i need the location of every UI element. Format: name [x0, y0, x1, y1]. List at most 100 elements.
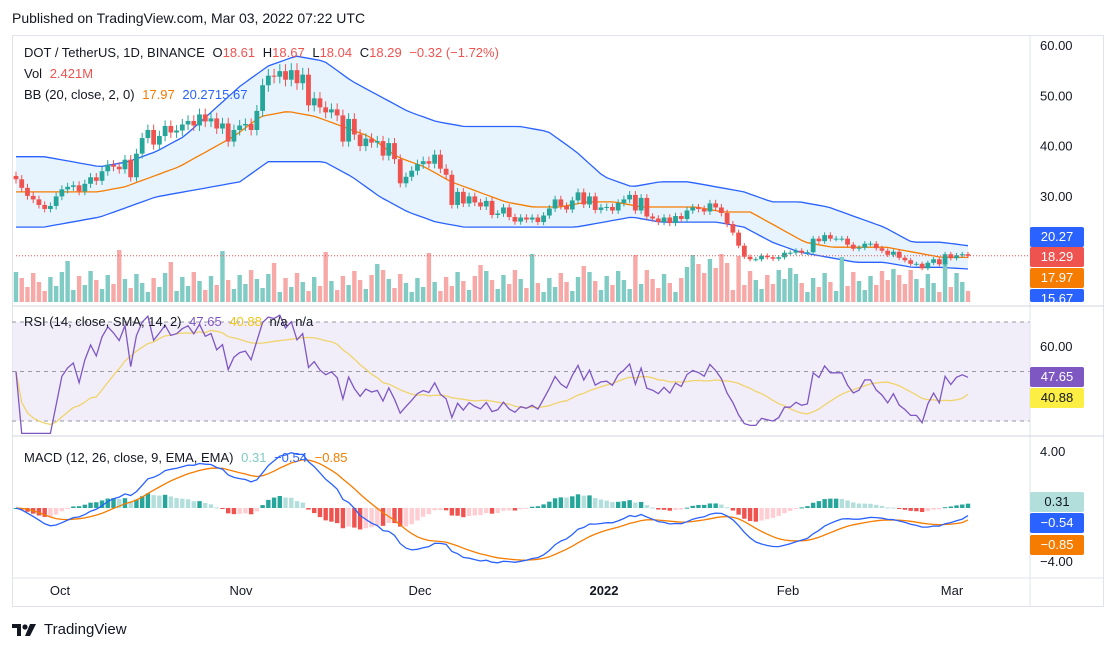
macd-histogram-bar — [65, 508, 70, 509]
candle-body — [524, 217, 529, 220]
macd-signal-value: −0.85 — [314, 450, 348, 465]
volume-bar — [409, 292, 414, 302]
volume-bar — [105, 275, 110, 302]
macd-legend[interactable]: MACD (12, 26, close, 9, EMA, EMA) 0.31 −… — [24, 450, 352, 465]
macd-histogram-bar — [346, 508, 351, 527]
macd-histogram-bar — [879, 505, 885, 508]
macd-histogram-bar — [736, 508, 741, 515]
macd-histogram-bar — [587, 495, 592, 508]
volume-bar — [426, 253, 432, 302]
macd-histogram-bar — [805, 506, 810, 508]
candle-body — [822, 235, 828, 242]
macd-histogram-bar — [765, 508, 770, 520]
candle-body — [632, 194, 638, 211]
candle-body — [931, 259, 936, 263]
bb-legend[interactable]: BB (20, close, 2, 0) 17.97 20.2715.67 — [24, 87, 251, 102]
candle-body — [856, 247, 862, 249]
volume-bar — [369, 275, 374, 302]
volume-legend[interactable]: Vol 2.421M — [24, 66, 97, 81]
candle-body — [535, 217, 541, 223]
macd-histogram-bar — [610, 502, 615, 508]
rsi-legend[interactable]: RSI (14, close, SMA, 14, 2) 47.65 40.88 … — [24, 314, 317, 329]
volume-bar — [432, 282, 437, 302]
volume-bar — [145, 292, 151, 302]
candle-body — [925, 262, 931, 269]
symbol-label[interactable]: DOT / TetherUS, 1D, BINANCE — [24, 45, 205, 60]
macd-histogram-bar — [432, 508, 437, 511]
candle-body — [495, 213, 501, 216]
candle-body — [873, 243, 879, 249]
volume-bar — [679, 278, 684, 302]
chart-frame — [12, 35, 1104, 607]
macd-histogram-bar — [294, 501, 300, 508]
ohlc-high: 18.67 — [272, 45, 305, 60]
volume-bar — [449, 286, 455, 302]
candle-body — [202, 114, 208, 122]
macd-histogram-bar — [650, 507, 655, 509]
candle-body — [564, 205, 569, 210]
macd-histogram-bar — [621, 501, 627, 508]
macd-histogram-bar — [145, 493, 151, 508]
volume-bar — [518, 279, 523, 302]
candle-body — [879, 248, 885, 251]
volume-bar — [879, 271, 885, 302]
macd-histogram-bar — [684, 507, 690, 509]
volume-bar — [644, 270, 650, 302]
bb-fill — [16, 56, 968, 270]
volume-bar — [575, 277, 581, 302]
candle-body — [759, 255, 764, 260]
volume-bar — [598, 290, 604, 302]
macd-histogram-bar — [570, 496, 575, 508]
volume-bar — [816, 287, 822, 302]
macd-histogram-bar — [954, 505, 959, 508]
rsi-sma-value: 40.88 — [229, 314, 262, 329]
rsi-sma-tag: 40.88 — [1030, 388, 1084, 408]
macd-histogram-bar — [793, 508, 799, 509]
volume-bar — [845, 286, 850, 302]
volume-bar — [891, 269, 896, 302]
macd-histogram-bar — [289, 497, 294, 508]
macd-histogram-bar — [690, 505, 695, 508]
candle-body — [506, 207, 512, 218]
volume-bar — [696, 264, 701, 302]
candle-body — [558, 199, 564, 206]
macd-value: −0.54 — [274, 450, 307, 465]
candle-body — [25, 187, 30, 196]
volume-bar — [271, 263, 277, 302]
bb-upper-value: 20.27 — [182, 87, 215, 102]
candle-body — [764, 255, 770, 258]
volume-bar — [856, 281, 862, 302]
candle-body — [334, 109, 340, 116]
candle-body — [489, 200, 495, 216]
candle-body — [707, 203, 713, 212]
footer-brand[interactable]: TradingView — [12, 621, 127, 638]
macd-histogram-bar — [782, 508, 787, 514]
macd-histogram-bar — [931, 508, 936, 510]
volume-bar — [42, 291, 47, 302]
macd-histogram-bar — [134, 499, 139, 508]
macd-signal-tag: −0.85 — [1030, 535, 1084, 555]
candle-body — [116, 166, 122, 170]
candle-body — [288, 70, 294, 80]
candle-body — [782, 252, 787, 258]
volume-bar — [340, 276, 346, 302]
candle-body — [965, 254, 971, 256]
candle-body — [770, 257, 776, 259]
candle-body — [30, 195, 36, 200]
candle-body — [185, 120, 191, 125]
macd-histogram-bar — [856, 503, 862, 508]
macd-histogram-bar — [300, 502, 305, 508]
macd-histogram-bar — [71, 506, 76, 508]
time-axis-label: Nov — [229, 583, 253, 598]
macd-histogram-bar — [535, 506, 541, 508]
candle-body — [839, 238, 845, 240]
macd-histogram-bar — [36, 508, 42, 516]
candle-body — [415, 164, 420, 171]
volume-bar — [375, 264, 380, 302]
volume-bar — [461, 281, 466, 302]
volume-bar — [719, 254, 724, 302]
macd-histogram-bar — [713, 503, 718, 508]
candle-body — [248, 123, 254, 131]
volume-bar — [862, 290, 867, 302]
